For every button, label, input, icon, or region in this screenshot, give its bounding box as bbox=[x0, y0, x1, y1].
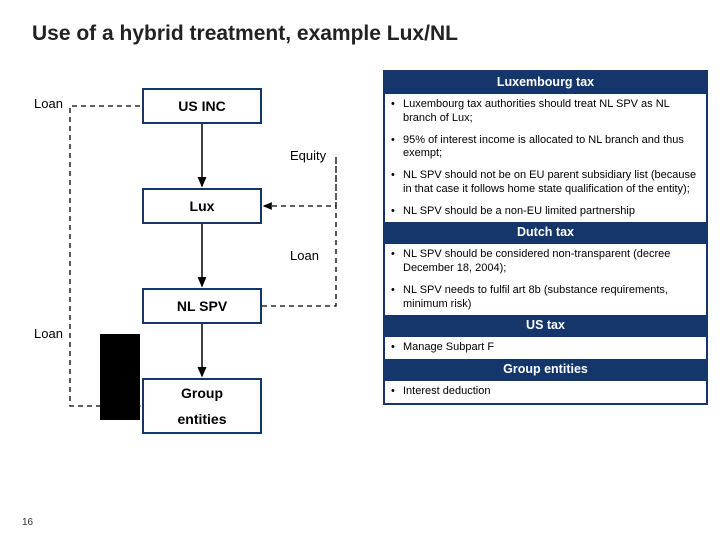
bullet-row: •NL SPV should be considered non-transpa… bbox=[385, 244, 706, 280]
bullet-row: •Luxembourg tax authorities should treat… bbox=[385, 94, 706, 130]
section-header: Dutch tax bbox=[385, 222, 706, 244]
label-loan-left: Loan bbox=[34, 326, 63, 341]
bullet-text: NL SPV should not be on EU parent subsid… bbox=[403, 169, 698, 197]
label-equity: Equity bbox=[290, 148, 326, 163]
section-header: US tax bbox=[385, 315, 706, 337]
bullet-marker: • bbox=[391, 205, 403, 219]
page-number: 16 bbox=[22, 517, 33, 528]
bullet-row: •Interest deduction bbox=[385, 381, 706, 403]
bullet-row: •NL SPV should be a non-EU limited partn… bbox=[385, 201, 706, 223]
bullet-marker: • bbox=[391, 248, 403, 276]
section-header: Luxembourg tax bbox=[385, 72, 706, 94]
section-header: Group entities bbox=[385, 359, 706, 381]
page-title: Use of a hybrid treatment, example Lux/N… bbox=[32, 22, 458, 46]
bullet-marker: • bbox=[391, 98, 403, 126]
bullet-text: NL SPV should be considered non-transpar… bbox=[403, 248, 698, 276]
label-loan-top: Loan bbox=[34, 96, 63, 111]
bullet-text: NL SPV needs to fulfil art 8b (substance… bbox=[403, 284, 698, 312]
bullet-marker: • bbox=[391, 284, 403, 312]
bullet-marker: • bbox=[391, 385, 403, 399]
bullet-marker: • bbox=[391, 134, 403, 162]
bullet-row: •Manage Subpart F bbox=[385, 337, 706, 359]
entity-entities: entities bbox=[142, 406, 262, 434]
label-loan-mid: Loan bbox=[290, 248, 319, 263]
bullet-text: Luxembourg tax authorities should treat … bbox=[403, 98, 698, 126]
tax-panel: Luxembourg tax•Luxembourg tax authoritie… bbox=[383, 70, 708, 405]
bullet-text: Manage Subpart F bbox=[403, 341, 698, 355]
bullet-row: •95% of interest income is allocated to … bbox=[385, 130, 706, 166]
entity-nl-spv: NL SPV bbox=[142, 288, 262, 324]
bullet-row: •NL SPV should not be on EU parent subsi… bbox=[385, 165, 706, 201]
entity-group: Group bbox=[142, 378, 262, 406]
bullet-row: •NL SPV needs to fulfil art 8b (substanc… bbox=[385, 280, 706, 316]
bullet-marker: • bbox=[391, 169, 403, 197]
bullet-text: NL SPV should be a non-EU limited partne… bbox=[403, 205, 698, 219]
bullet-text: 95% of interest income is allocated to N… bbox=[403, 134, 698, 162]
diagram: US INC Lux NL SPV Group entities Loan Eq… bbox=[0, 70, 380, 510]
bullet-marker: • bbox=[391, 341, 403, 355]
entity-lux: Lux bbox=[142, 188, 262, 224]
entity-us-inc: US INC bbox=[142, 88, 262, 124]
bullet-text: Interest deduction bbox=[403, 385, 698, 399]
